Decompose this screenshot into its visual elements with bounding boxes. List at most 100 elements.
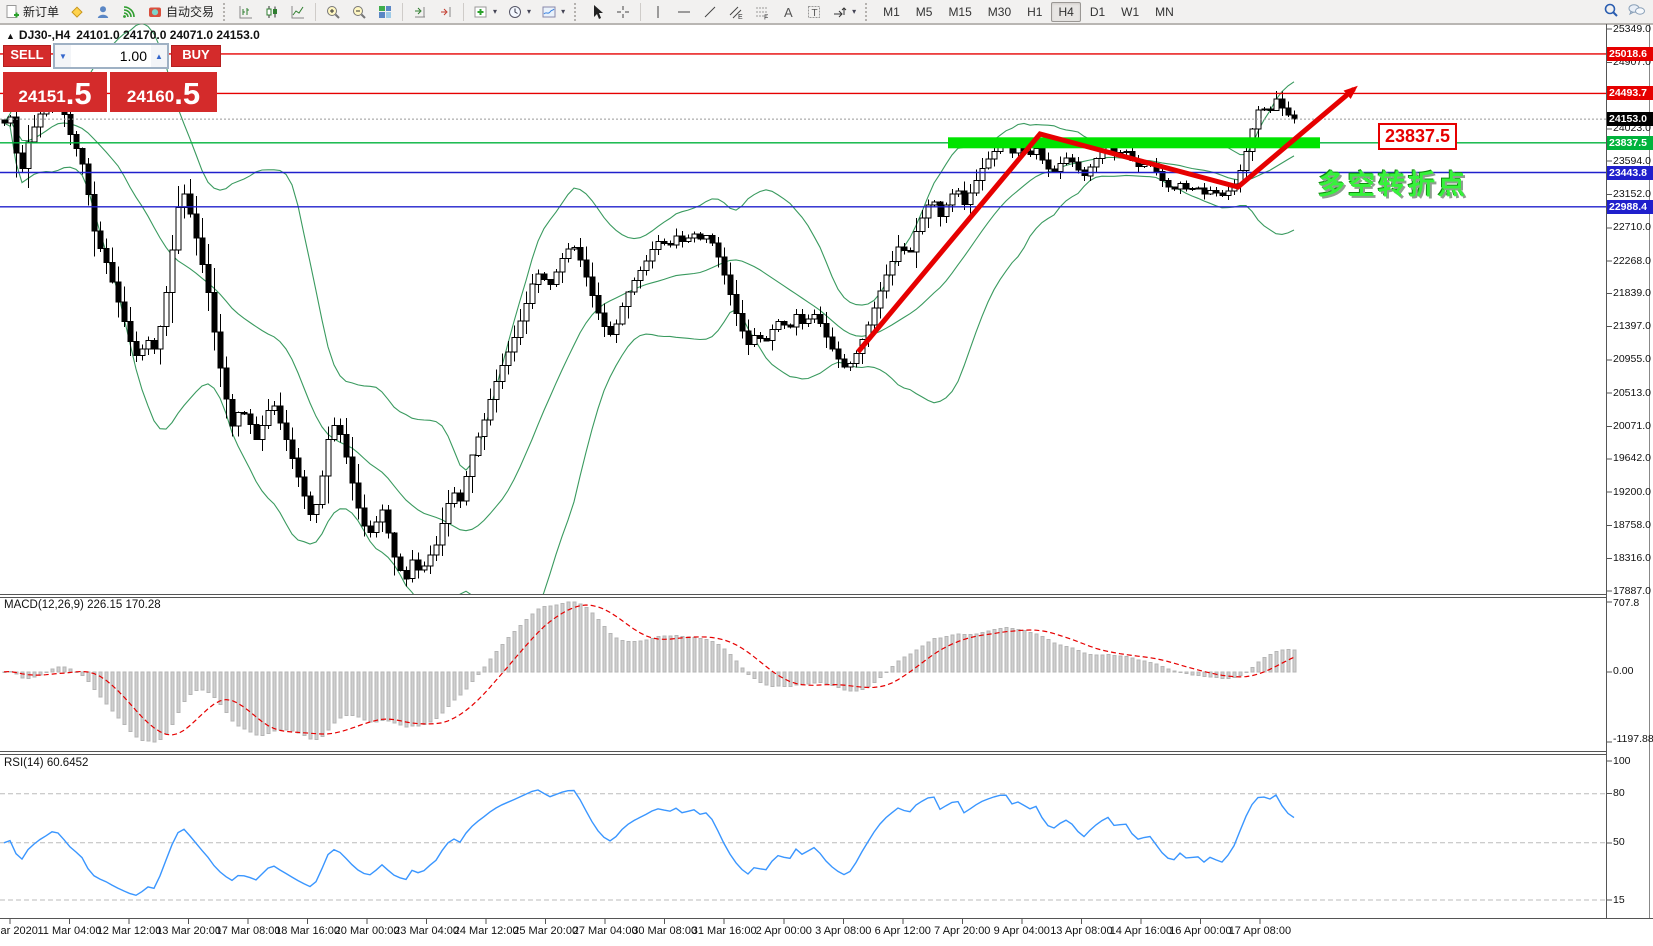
- rsi-indicator-label: RSI(14) 60.6452: [4, 757, 89, 769]
- timeframe-m1-button[interactable]: M1: [883, 4, 900, 19]
- toolbar-grip: [865, 2, 871, 21]
- macd-histogram: [2, 601, 1297, 743]
- support-level-label-box[interactable]: 23837.5: [1378, 123, 1458, 150]
- timeframe-m30-button[interactable]: M30: [987, 4, 1012, 19]
- new-order-label: 新订单: [23, 5, 60, 19]
- dropdown-caret-icon: ▾: [527, 7, 532, 16]
- volume-input[interactable]: [71, 45, 151, 67]
- cursor-tool-button[interactable]: [585, 1, 609, 22]
- macd-pane: [2, 601, 1297, 743]
- tile-windows-icon: [379, 5, 392, 18]
- chart-template-icon: [542, 6, 556, 17]
- clock-icon: [509, 5, 522, 18]
- dropdown-caret-icon: ▾: [561, 7, 566, 16]
- trend-arrow[interactable]: [856, 85, 1358, 354]
- add-indicator-button[interactable]: ▾: [469, 1, 501, 22]
- collapse-trade-panel-icon[interactable]: ▲: [6, 31, 15, 41]
- toolbar-right-group: [1603, 2, 1647, 18]
- signals-button[interactable]: [117, 1, 141, 22]
- profile-icon: [97, 5, 109, 18]
- chart-shift-icon: [441, 6, 451, 17]
- zoom-in-icon: [327, 5, 340, 19]
- chat-icon[interactable]: [1627, 2, 1647, 18]
- shapes-tool-button[interactable]: ▾: [828, 1, 860, 22]
- chart-header: ▲ DJ30-,H4 24101.0 24170.0 24071.0 24153.0: [6, 28, 260, 42]
- zoom-in-button[interactable]: [321, 1, 345, 22]
- timeframe-w1-button[interactable]: W1: [1121, 4, 1140, 19]
- macd-signal-line: [3, 604, 1295, 736]
- rsi-line: [3, 789, 1295, 897]
- svg-text:F: F: [764, 14, 768, 20]
- new-order-icon: [6, 4, 19, 18]
- chart-shift-button[interactable]: [434, 1, 458, 22]
- bollinger-middle-band: [3, 119, 1295, 532]
- autotrade-button[interactable]: 自动交易: [143, 1, 218, 22]
- label-tool-button[interactable]: T: [802, 1, 826, 22]
- timeframe-m15-button[interactable]: M15: [948, 4, 972, 19]
- zoom-out-icon: [353, 5, 366, 19]
- timeframe-h1-button[interactable]: H1: [1027, 4, 1043, 19]
- turning-point-annotation[interactable]: 多空转折点: [1318, 170, 1468, 200]
- autotrade-label: 自动交易: [166, 5, 215, 19]
- shapes-icon: [834, 6, 847, 17]
- symbol-period-label: DJ30-,H4: [18, 28, 71, 42]
- auto-scroll-button[interactable]: [408, 1, 432, 22]
- robot-icon: [149, 7, 162, 17]
- bid-price-panel[interactable]: 24151.5: [3, 72, 107, 112]
- line-chart-button[interactable]: [286, 1, 310, 22]
- new-order-button[interactable]: 新订单: [0, 1, 63, 22]
- svg-text:T: T: [812, 8, 818, 19]
- vertical-line-tool-button[interactable]: [646, 1, 670, 22]
- bid-price-frac: .5: [65, 76, 92, 111]
- tile-windows-button[interactable]: [373, 1, 397, 22]
- text-icon: A: [784, 5, 793, 20]
- line-chart-icon: [291, 5, 305, 18]
- timeframe-mn-button[interactable]: MN: [1155, 4, 1174, 19]
- bollinger-lower-band: [3, 122, 1295, 594]
- candlestick-icon: [266, 5, 278, 18]
- ohlc-values: 24101.0 24170.0 24071.0 24153.0: [76, 28, 260, 42]
- support-highlight-band[interactable]: [948, 137, 1320, 149]
- buy-button[interactable]: BUY: [171, 45, 221, 67]
- timeframe-h4-button[interactable]: H4: [1051, 1, 1081, 22]
- chart-template-button[interactable]: ▾: [537, 1, 569, 22]
- volume-increase-button[interactable]: ▲: [151, 45, 167, 67]
- bar-chart-button[interactable]: [234, 1, 258, 22]
- add-indicator-icon: [474, 6, 487, 17]
- timeframe-m5-button[interactable]: M5: [915, 4, 933, 19]
- sell-button[interactable]: SELL: [3, 45, 51, 67]
- timeframe-bar: M1 M5 M15 M30 H1 H4 D1 W1 MN: [876, 1, 1181, 22]
- horizontal-line-icon: [678, 11, 691, 12]
- accounts-button[interactable]: [91, 1, 115, 22]
- bid-price-main: 24151: [18, 87, 66, 106]
- timeframe-d1-button[interactable]: D1: [1089, 4, 1106, 19]
- timeframe-picker-button[interactable]: ▾: [503, 1, 535, 22]
- ask-price-panel[interactable]: 24160.5: [110, 72, 217, 112]
- one-click-trade-panel: SELL ▼ ▲ BUY 24151.5 24160.5: [3, 43, 221, 112]
- equidistant-channel-tool-button[interactable]: E: [724, 1, 748, 22]
- bollinger-upper-band: [3, 24, 1295, 471]
- crosshair-tool-button[interactable]: [611, 1, 635, 22]
- dropdown-caret-icon: ▾: [493, 7, 498, 16]
- search-icon[interactable]: [1603, 2, 1619, 18]
- auto-scroll-icon: [415, 6, 426, 17]
- toolbar-separator: [640, 2, 642, 21]
- text-tool-button[interactable]: A: [776, 1, 800, 22]
- market-watch-button[interactable]: [65, 1, 89, 22]
- fibonacci-tool-button[interactable]: F: [750, 1, 774, 22]
- dropdown-caret-icon: ▾: [852, 7, 857, 16]
- toolbar-grip: [574, 2, 580, 21]
- rsi-pane: [0, 789, 1606, 901]
- zoom-out-button[interactable]: [347, 1, 371, 22]
- horizontal-line-tool-button[interactable]: [672, 1, 696, 22]
- candlestick-chart-button[interactable]: [260, 1, 284, 22]
- svg-text:A: A: [784, 5, 793, 20]
- label-icon: T: [808, 5, 821, 19]
- diamond-icon: [71, 5, 83, 18]
- volume-decrease-button[interactable]: ▼: [55, 45, 71, 67]
- trendline-tool-button[interactable]: [698, 1, 722, 22]
- main-price-pane: [1, 24, 1298, 594]
- vertical-line-icon: [657, 5, 659, 18]
- macd-indicator-label: MACD(12,26,9) 226.15 170.28: [4, 599, 161, 611]
- axis-ticks: [9, 28, 1612, 924]
